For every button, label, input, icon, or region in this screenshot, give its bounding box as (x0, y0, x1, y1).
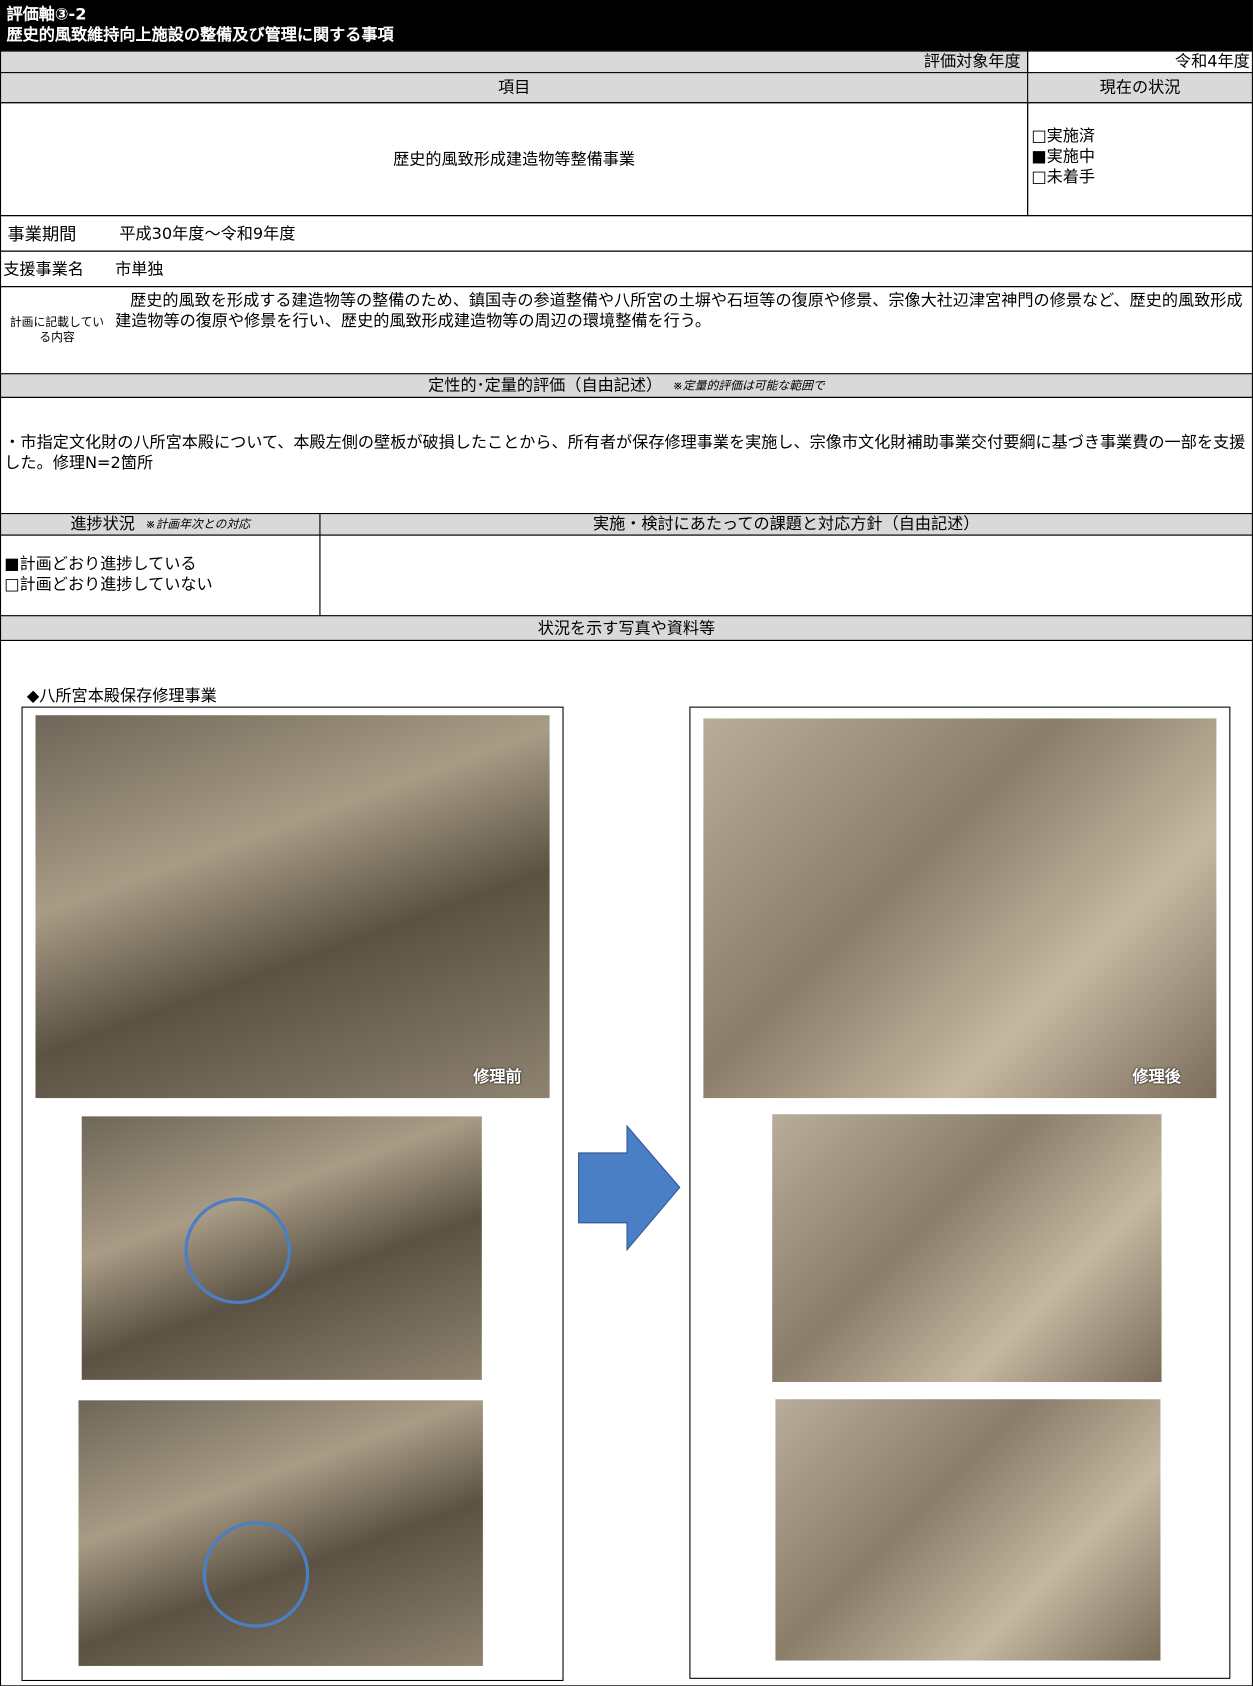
photo (703, 718, 1217, 1099)
before-box (21, 706, 564, 1682)
status-option: ■実施中 (1031, 146, 1096, 166)
progress-title: 進捗状況 (70, 514, 135, 534)
evaluation-title: 定性的･定量的評価（自由記述） (428, 375, 663, 395)
photo (775, 1399, 1161, 1661)
highlight-circle (202, 1521, 310, 1628)
status-option: □未着手 (1031, 166, 1096, 187)
col-item: 項目 (0, 72, 1029, 104)
photo (772, 1114, 1162, 1383)
highlight-circle (184, 1197, 291, 1305)
photo (81, 1116, 482, 1380)
header: 評価軸③-2 歴史的風致維持向上施設の整備及び管理に関する事項 (0, 0, 1253, 51)
header-subtitle: 歴史的風致維持向上施設の整備及び管理に関する事項 (6, 24, 394, 45)
plan-value: 歴史的風致を形成する建造物等の整備のため、鎮国寺の参道整備や八所宮の土塀や石垣等… (115, 290, 1243, 331)
arrow (578, 1124, 681, 1252)
support-value: 市単独 (115, 258, 164, 279)
photos-caption: ◆八所宮本殿保存修理事業 (26, 686, 217, 706)
photo (78, 1400, 483, 1666)
after-box (689, 706, 1231, 1679)
progress-option: ■計画どおり進捗している (4, 553, 197, 574)
plan-row: 計画に記載している内容 歴史的風致を形成する建造物等の整備のため、鎮国寺の参道整… (0, 286, 1253, 375)
status-option: □実施済 (1031, 125, 1096, 146)
progress-header: 進捗状況 ※計画年次との対応 (0, 513, 321, 536)
photo (35, 715, 550, 1099)
evaluation-note: ※定量的評価は可能な範囲で (672, 378, 825, 393)
item-status: □実施済 ■実施中 □未着手 (1027, 102, 1253, 217)
period-label: 事業期間 (7, 223, 77, 244)
after-label: 修理後 (1132, 1066, 1181, 1087)
header-title: 評価軸③-2 (6, 4, 87, 24)
progress-note: ※計画年次との対応 (145, 517, 251, 532)
photos-title: 状況を示す写真や資料等 (0, 615, 1253, 641)
plan-label: 計画に記載している内容 (9, 315, 105, 345)
col-status: 現在の状況 (1027, 72, 1253, 104)
period-value: 平成30年度～令和9年度 (119, 223, 296, 243)
support-label: 支援事業名 (3, 258, 84, 279)
progress-option: □計画どおり進捗していない (4, 574, 213, 594)
before-label: 修理前 (473, 1066, 522, 1087)
